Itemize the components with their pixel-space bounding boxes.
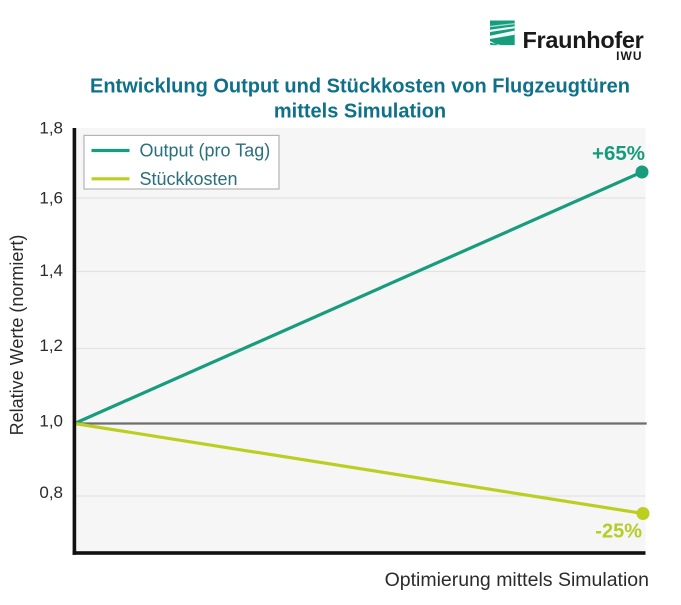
- svg-text:1,6: 1,6: [39, 189, 63, 208]
- svg-text:Output (pro Tag): Output (pro Tag): [140, 141, 271, 161]
- svg-text:1,0: 1,0: [39, 412, 63, 431]
- svg-text:1,4: 1,4: [39, 261, 63, 280]
- svg-text:0,8: 0,8: [39, 483, 63, 502]
- svg-text:Fraunhofer: Fraunhofer: [523, 27, 644, 53]
- svg-text:IWU: IWU: [616, 49, 642, 63]
- svg-text:mittels Simulation: mittels Simulation: [274, 101, 446, 123]
- svg-text:+65%: +65%: [592, 142, 645, 165]
- svg-text:Optimierung mittels Simulation: Optimierung mittels Simulation: [385, 569, 649, 591]
- svg-text:-25%: -25%: [595, 521, 642, 543]
- svg-text:1,8: 1,8: [39, 119, 63, 138]
- svg-text:1,2: 1,2: [39, 336, 63, 355]
- svg-text:Relative Werte (normiert): Relative Werte (normiert): [7, 235, 27, 436]
- svg-text:Entwicklung Output und Stückko: Entwicklung Output und Stückkosten von F…: [90, 76, 630, 98]
- svg-text:Stückkosten: Stückkosten: [140, 169, 238, 189]
